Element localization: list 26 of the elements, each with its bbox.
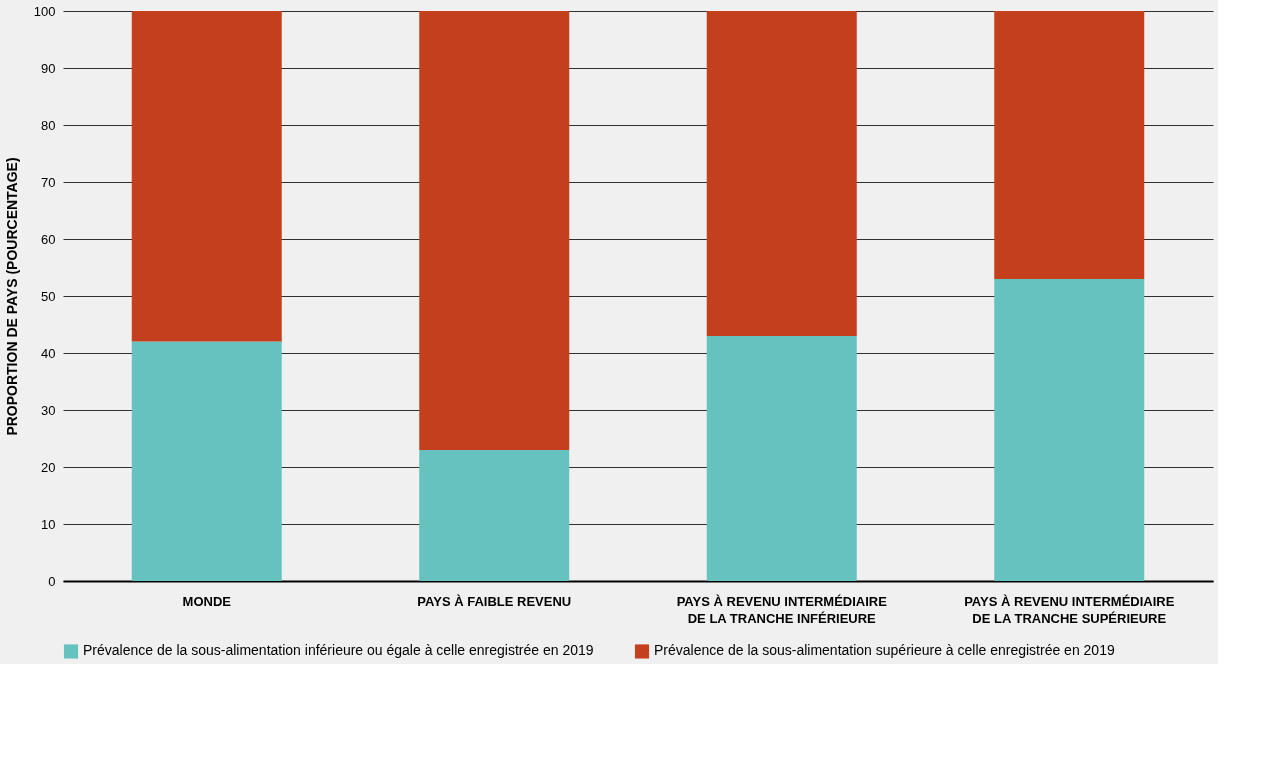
y-tick-label: 0	[48, 573, 56, 589]
x-tick-label: PAYS À REVENU INTERMÉDIAIRE DE LA TRANCHE INFÉRIEURE	[676, 593, 888, 626]
legend-label: Prévalence de la sous-alimentation supérieure à celle enregistrée en 2019	[654, 642, 1115, 659]
legend-label: Prévalence de la sous-alimentation inférieure ou égale à celle enregistrée en 2019	[83, 642, 594, 659]
x-tick-label: MONDE	[182, 593, 232, 609]
bar	[994, 11, 1145, 279]
y-tick-label: 40	[41, 345, 56, 361]
x-tick-label: PAYS À FAIBLE REVENU	[417, 593, 572, 609]
y-tick-label: 30	[41, 402, 56, 418]
bar	[419, 11, 570, 450]
y-tick-label: 100	[33, 3, 56, 19]
x-tick-label: PAYS À REVENU INTERMÉDIAIRE DE LA TRANCHE SUPÉRIEURE	[964, 593, 1175, 626]
y-tick-label: 60	[41, 231, 56, 247]
bar	[706, 11, 857, 336]
bar	[706, 335, 857, 581]
y-tick-label: 50	[41, 288, 56, 304]
bar	[994, 278, 1145, 581]
y-axis-title: PROPORTION DE PAYS (POURCENTAGE)	[3, 157, 20, 436]
bar	[419, 449, 570, 581]
bar	[131, 11, 282, 342]
y-tick-label: 20	[41, 459, 56, 475]
y-tick-label: 80	[41, 117, 56, 133]
y-tick-label: 10	[41, 516, 56, 532]
y-tick-label: 90	[41, 60, 56, 76]
bar	[131, 341, 282, 581]
y-tick-label: 70	[41, 174, 56, 190]
